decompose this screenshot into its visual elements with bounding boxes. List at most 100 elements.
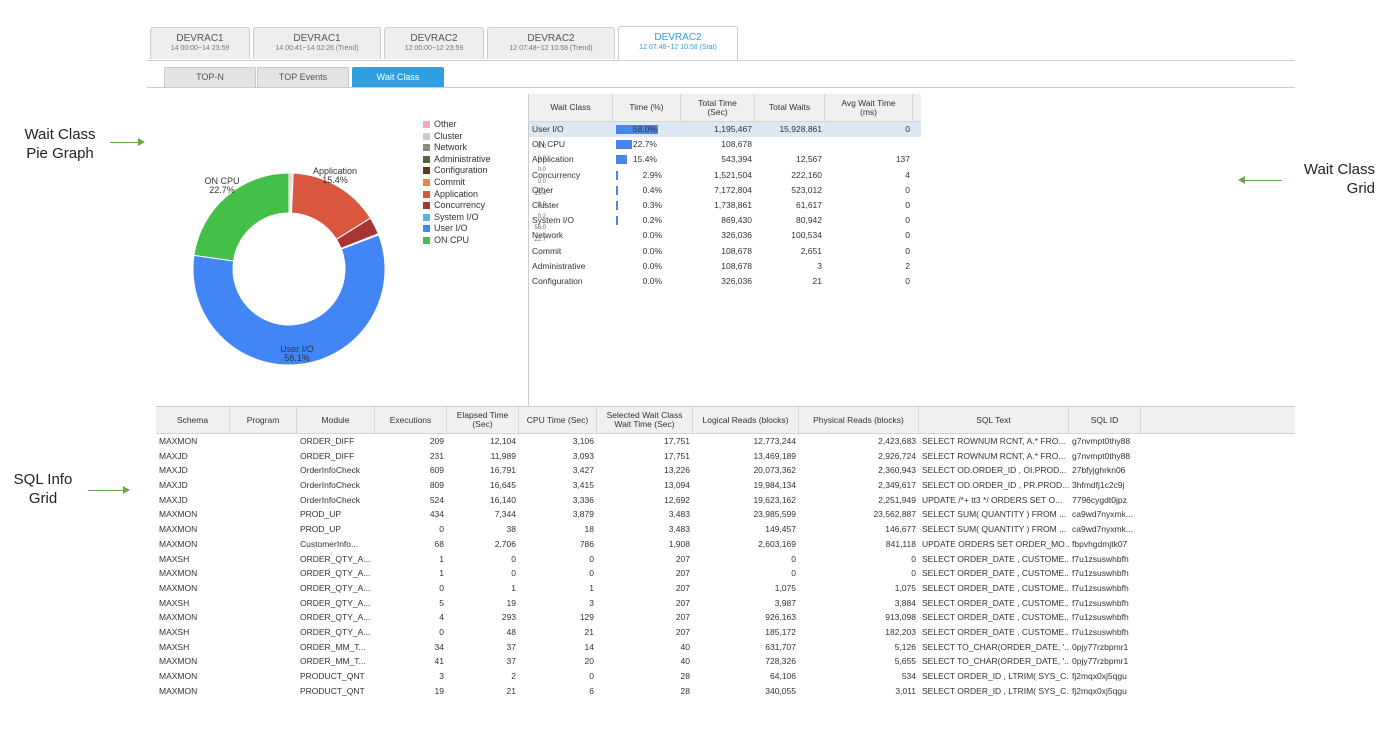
sql-grid-column-header[interactable]: Selected Wait Class Wait Time (Sec) xyxy=(597,407,693,433)
pie-slice[interactable] xyxy=(192,234,386,366)
subtab-wait-class[interactable]: Wait Class xyxy=(352,67,444,87)
total-waits: 222,160 xyxy=(791,169,822,180)
sql-grid-column-header[interactable]: Schema xyxy=(156,407,230,433)
sql-grid-column-header[interactable]: Logical Reads (blocks) xyxy=(693,407,799,433)
wait-grid-row[interactable]: ON CPU 22.7% 108,678 xyxy=(529,137,921,152)
wait-grid-column-header[interactable]: Time (%) xyxy=(613,94,681,121)
wait-grid-column-header[interactable]: Wait Class xyxy=(529,94,613,121)
sql-grid-cell: ORDER_DIFF xyxy=(300,436,355,446)
sql-grid-row[interactable]: MAXSH ORDER_MM_T... 34 37 14 40 631,707 5,126 SE… xyxy=(156,640,1295,655)
wait-grid-row[interactable]: Network 0.0% 326,036 100,534 0 xyxy=(529,228,921,243)
wait-time-pct-cell: 2.9% xyxy=(613,168,681,183)
avg-wait-time: 0 xyxy=(905,245,910,256)
legend-item[interactable]: Configuration 0.0 xyxy=(423,165,546,177)
sql-grid-cell: 14 xyxy=(584,641,594,652)
wait-grid-row[interactable]: Commit 0.0% 108,678 2,651 0 xyxy=(529,244,921,259)
legend-item[interactable]: Application 15.4 xyxy=(423,189,546,201)
wait-grid-row[interactable]: System I/O 0.2% 869,430 80,942 0 xyxy=(529,213,921,228)
sql-grid-cell: MAXSH xyxy=(159,641,190,652)
total-waits: 100,534 xyxy=(791,230,822,241)
wait-grid-row[interactable]: Concurrency 2.9% 1,521,504 222,160 4 xyxy=(529,168,921,183)
sql-grid-column-header[interactable]: Module xyxy=(297,407,375,433)
tab-devrac1-trend[interactable]: DEVRAC1 14 00:41~14 02:26 (Trend) xyxy=(253,27,381,59)
sql-grid-column-header[interactable]: Elapsed Time (Sec) xyxy=(447,407,519,433)
sql-grid-row[interactable]: MAXMON ORDER_MM_T... 41 37 20 40 728,326 5,655 S… xyxy=(156,654,1295,669)
sql-grid-row[interactable]: MAXSH ORDER_QTY_A... 5 19 3 207 3,987 3,884 SELE… xyxy=(156,596,1295,611)
wait-grid-row[interactable]: User I/O 58.0% 1,195,467 15,928,861 0 xyxy=(529,122,921,138)
sql-grid-column-header[interactable]: SQL Text xyxy=(919,407,1069,433)
tab-subtitle: 14 00:41~14 02:26 (Trend) xyxy=(275,45,359,52)
sql-grid-row[interactable]: MAXMON PRODUCT_QNT 19 21 6 28 340,055 3,011 SELE… xyxy=(156,684,1295,699)
wait-grid-row[interactable]: Cluster 0.3% 1,738,861 61,617 0 xyxy=(529,198,921,213)
total-waits: 21 xyxy=(812,275,822,286)
tab-devrac2-day[interactable]: DEVRAC2 12 00:00~12 23:59 xyxy=(384,27,484,59)
sql-grid-row[interactable]: MAXMON ORDER_QTY_A... 4 293 129 207 926,163 913… xyxy=(156,610,1295,625)
pct-bar xyxy=(616,201,618,211)
wait-grid-row[interactable]: Other 0.4% 7,172,804 523,012 0 xyxy=(529,183,921,198)
sql-grid-cell: 0 xyxy=(911,553,916,564)
sql-grid-row[interactable]: MAXMON ORDER_QTY_A... 0 1 1 207 1,075 1,075 SELE… xyxy=(156,581,1295,596)
sql-grid-cell: SELECT ORDER_DATE , CUSTOME... xyxy=(922,626,1069,637)
legend-value: 0.2 xyxy=(537,213,546,220)
legend-item[interactable]: Administrative 0.0 xyxy=(423,154,546,166)
legend-item[interactable]: Concurrency 2.9 xyxy=(423,200,546,212)
tab-devrac2-trend[interactable]: DEVRAC2 12 07:48~12 10:58 (Trend) xyxy=(487,27,615,59)
avg-wait-time: 2 xyxy=(905,260,910,271)
sql-grid-cell: 3 xyxy=(589,597,594,608)
sql-grid-cell: 2,423,683 xyxy=(878,436,916,446)
pie-slice[interactable] xyxy=(193,172,290,262)
wait-class-name: Network xyxy=(532,230,564,241)
wait-grid-column-header[interactable]: Avg Wait Time (ms) xyxy=(825,94,913,121)
sql-grid-row[interactable]: MAXMON ORDER_DIFF 209 12,104 3,106 17,751 12,7… xyxy=(156,434,1295,449)
pct-value: 0.4% xyxy=(642,184,662,195)
subtab-top-events[interactable]: TOP Events xyxy=(257,67,349,87)
sql-grid-cell: MAXMON xyxy=(159,656,198,667)
sql-grid-row[interactable]: MAXMON CustomerInfo... 68 2,706 786 1,908 2,60… xyxy=(156,537,1295,552)
wait-grid-row[interactable]: Configuration 0.0% 326,036 21 0 xyxy=(529,274,921,289)
sql-grid-cell: 3hfmdfj1c2c9j xyxy=(1072,480,1125,491)
tab-devrac2-stat[interactable]: DEVRAC2 12 07:48~12 10:58 (Stat) xyxy=(618,26,738,60)
tab-devrac1-day[interactable]: DEVRAC1 14 00:00~14 23:59 xyxy=(150,27,250,59)
sql-grid-cell: 40 xyxy=(680,656,690,667)
pct-value: 15.4% xyxy=(632,154,657,165)
sql-grid-cell: MAXSH xyxy=(159,626,190,637)
sql-grid-column-header[interactable]: SQL ID xyxy=(1069,407,1141,433)
wait-grid-column-header[interactable]: Total Waits xyxy=(755,94,825,121)
sql-grid-cell: SELECT ORDER_DATE , CUSTOME... xyxy=(922,568,1069,579)
sql-grid-row[interactable]: MAXJD OrderInfoCheck 609 16,791 3,427 13,226 2… xyxy=(156,463,1295,478)
wait-grid-column-header[interactable]: Total Time (Sec) xyxy=(681,94,755,121)
legend-item[interactable]: System I/O 0.2 xyxy=(423,212,546,224)
sql-grid-row[interactable]: MAXSH ORDER_QTY_A... 0 48 21 207 185,172 182,20… xyxy=(156,625,1295,640)
sql-grid-row[interactable]: MAXMON PROD_UP 0 38 18 3,483 149,457 146,677 SEL… xyxy=(156,522,1295,537)
sql-grid-cell: 1,075 xyxy=(774,582,796,593)
tab-title: DEVRAC1 xyxy=(293,33,341,44)
sql-grid-cell: PRODUCT_QNT xyxy=(300,685,365,696)
sql-grid-row[interactable]: MAXJD OrderInfoCheck 524 16,140 3,336 12,692 1… xyxy=(156,493,1295,508)
sql-grid-cell: 129 xyxy=(579,612,594,623)
pie-label-pct: 15.4% xyxy=(322,175,348,185)
sql-grid-row[interactable]: MAXMON PRODUCT_QNT 3 2 0 28 64,106 534 SELECT OR… xyxy=(156,669,1295,684)
pct-value: 58.0% xyxy=(632,124,657,134)
wait-grid-row[interactable]: Administrative 0.0% 108,678 3 2 xyxy=(529,259,921,274)
sql-grid-cell: 23,562,887 xyxy=(873,509,916,520)
wait-grid-row[interactable]: Application 15.4% 543,394 12,567 137 xyxy=(529,152,921,167)
subtab-top-n[interactable]: TOP-N xyxy=(164,67,256,87)
avg-wait-time: 0 xyxy=(905,275,910,286)
sql-grid-row[interactable]: MAXSH ORDER_QTY_A... 1 0 0 207 0 0 SELECT ORDER_… xyxy=(156,552,1295,567)
sql-grid-column-header[interactable]: CPU Time (Sec) xyxy=(519,407,597,433)
sql-grid-row[interactable]: MAXMON PROD_UP 434 7,344 3,879 3,483 23,985,59… xyxy=(156,507,1295,522)
sql-grid-row[interactable]: MAXJD ORDER_DIFF 231 11,989 3,093 17,751 13,46… xyxy=(156,449,1295,464)
sql-grid-row[interactable]: MAXJD OrderInfoCheck 809 16,645 3,415 13,094 1… xyxy=(156,478,1295,493)
sql-grid-column-header[interactable]: Program xyxy=(230,407,297,433)
legend-item[interactable]: ON CPU 22.7 xyxy=(423,235,546,247)
pct-bar xyxy=(616,155,628,165)
legend-item[interactable]: User I/O 58.0 xyxy=(423,223,546,235)
sql-grid-row[interactable]: MAXMON ORDER_QTY_A... 1 0 0 207 0 0 SELECT ORDER… xyxy=(156,566,1295,581)
legend-item[interactable]: Network 0.0 xyxy=(423,142,546,154)
wait-class-name: Commit xyxy=(532,245,562,256)
sql-grid-cell: 21 xyxy=(506,685,516,696)
legend-item[interactable]: Commit 0.0 xyxy=(423,177,546,189)
sql-grid-cell: 3,879 xyxy=(572,509,594,520)
sql-grid-column-header[interactable]: Physical Reads (blocks) xyxy=(799,407,919,433)
sql-grid-column-header[interactable]: Executions xyxy=(375,407,447,433)
